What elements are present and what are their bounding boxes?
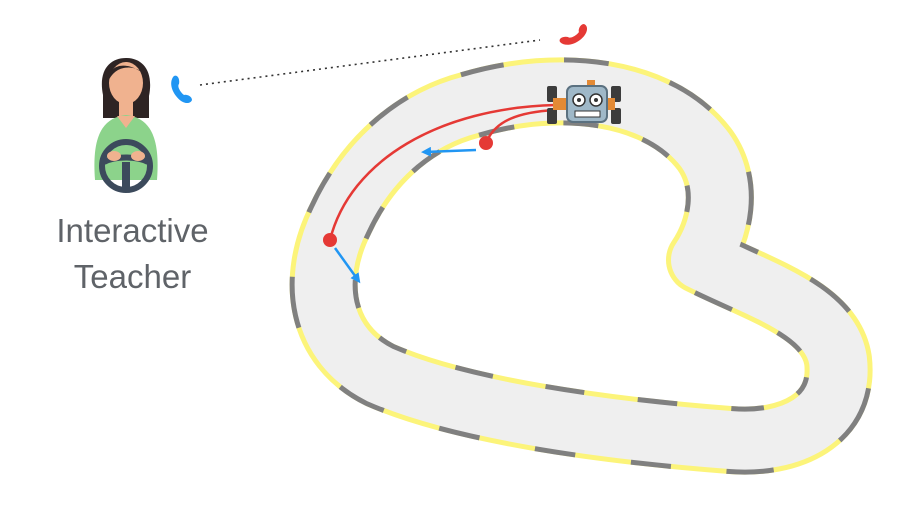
teacher-label-line2: Teacher	[73, 258, 192, 295]
trajectory-outer	[328, 103, 556, 241]
teacher-label-line1: Interactive	[56, 212, 209, 249]
trajectory-inner	[484, 108, 556, 144]
trajectories	[323, 103, 556, 284]
direction-arrow-inner	[421, 146, 477, 157]
direction-arrow-outer	[333, 247, 361, 284]
phone-icon	[171, 75, 192, 104]
teacher-label: Interactive Teacher	[20, 208, 245, 300]
phone-icon	[559, 24, 588, 45]
teacher-driving-avatar	[94, 58, 158, 193]
trajectory-point-outer	[323, 233, 337, 247]
race-track	[324, 91, 839, 440]
robot-car-icon	[547, 80, 621, 124]
trajectory-point-inner	[479, 136, 493, 150]
